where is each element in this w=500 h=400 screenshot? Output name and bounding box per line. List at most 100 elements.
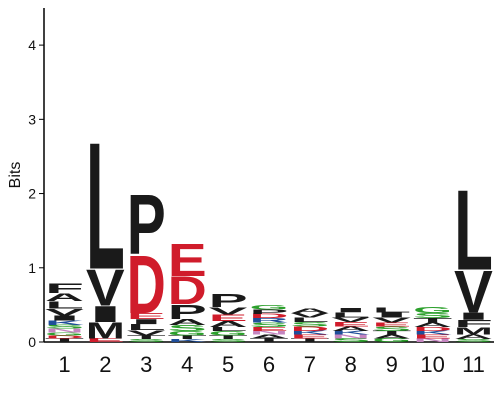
- logo-letter-v: V: [454, 257, 493, 325]
- logo-letter-i: I: [127, 318, 166, 326]
- logo-letter-a: A: [168, 318, 207, 327]
- logo-letter-i: I: [86, 302, 125, 327]
- logo-letter-s: S: [250, 321, 289, 328]
- logo-letter-t: T: [290, 337, 329, 343]
- logo-letter-d: D: [250, 313, 289, 320]
- logo-letter-p: P: [209, 291, 248, 312]
- logo-letter-v: V: [331, 316, 370, 323]
- logo-letter-t: T: [168, 334, 207, 340]
- logo-letter-a: A: [209, 320, 248, 329]
- logo-letter-s: S: [454, 338, 493, 343]
- logo-letter-a: A: [331, 325, 370, 332]
- logo-letter-k: K: [168, 338, 207, 343]
- logo-letter-f: F: [454, 318, 493, 330]
- logo-letter-v: V: [372, 316, 411, 324]
- logo-letter-l: L: [209, 326, 248, 332]
- x-tick-label: 6: [263, 352, 275, 377]
- logo-letter-e: E: [127, 311, 166, 320]
- logo-letter-l: L: [290, 316, 329, 323]
- logo-letter-e: E: [331, 321, 370, 328]
- logo-letter-a: A: [413, 322, 452, 329]
- logo-letter-n: N: [45, 328, 84, 334]
- logo-letter-d: D: [168, 269, 207, 313]
- logo-letter-t: T: [413, 317, 452, 324]
- logo-letter-n: N: [413, 337, 452, 343]
- logo-letter-a: A: [372, 334, 411, 340]
- logo-letter-a: A: [454, 334, 493, 341]
- logo-letter-k: K: [413, 330, 452, 336]
- logo-letter-e: E: [372, 322, 411, 328]
- logo-letter-t: T: [209, 334, 248, 340]
- logo-letter-l: L: [127, 323, 166, 332]
- logo-letter-d: D: [45, 335, 84, 340]
- logo-letter-l: L: [372, 306, 411, 314]
- logo-letter-v: V: [127, 329, 166, 337]
- logo-letter-g: G: [413, 305, 452, 314]
- x-tick-label: 7: [304, 352, 316, 377]
- y-tick-label: 1: [28, 260, 36, 276]
- logo-letter-i: I: [454, 310, 493, 322]
- logo-letter-s: S: [372, 325, 411, 332]
- logo-letter-s: S: [45, 324, 84, 330]
- logo-letter-k: K: [331, 330, 370, 336]
- logo-letter-l: L: [454, 166, 493, 294]
- logo-letters: TDGNSKIVLAFEMIVLSTVLIEDPKTGSAPDESTGLAEVP…: [45, 104, 493, 343]
- logo-letter-k: K: [290, 330, 329, 336]
- logo-letter-g: G: [372, 337, 411, 343]
- x-tick-label: 9: [386, 352, 398, 377]
- x-tick-label: 1: [58, 352, 70, 377]
- logo-letter-g: G: [168, 330, 207, 337]
- logo-letter-s: S: [290, 321, 329, 328]
- x-tick-label: 8: [345, 352, 357, 377]
- logo-letter-m: M: [454, 325, 493, 337]
- logo-letter-t: T: [372, 330, 411, 336]
- logo-letter-i: I: [372, 311, 411, 319]
- logo-letter-g: G: [45, 332, 84, 337]
- logo-letter-g: G: [250, 304, 289, 311]
- y-tick-label: 2: [28, 186, 36, 202]
- logo-letter-v: V: [290, 312, 329, 319]
- logo-letter-p: P: [127, 178, 166, 272]
- logo-letter-a: A: [45, 291, 84, 304]
- logo-letter-s: S: [127, 338, 166, 343]
- y-ticks: 0 1 2 3 4: [28, 37, 44, 350]
- logo-letter-t: T: [45, 337, 84, 343]
- logo-letter-m: M: [86, 318, 125, 343]
- logo-letter-s: S: [209, 338, 248, 343]
- logo-letter-t: T: [250, 337, 289, 343]
- logo-letter-e: E: [413, 334, 452, 340]
- y-axis-label: Bits: [7, 162, 24, 189]
- logo-letter-e: E: [86, 337, 125, 343]
- logo-letter-d: D: [413, 326, 452, 332]
- logo-letter-f: F: [45, 281, 84, 296]
- logo-letter-n: N: [250, 330, 289, 336]
- logo-letter-l: L: [86, 104, 125, 307]
- logo-letter-e: E: [290, 334, 329, 340]
- logo-letter-g: G: [209, 330, 248, 337]
- logo-letter-a: A: [250, 334, 289, 340]
- logo-letter-p: P: [168, 301, 207, 324]
- y-tick-label: 3: [28, 111, 36, 127]
- y-tick-label: 0: [28, 334, 36, 350]
- logo-letter-v: V: [209, 305, 248, 317]
- logo-letter-k: K: [45, 319, 84, 326]
- logo-letter-p: P: [250, 308, 289, 315]
- x-tick-label: 3: [140, 352, 152, 377]
- logo-letter-i: I: [331, 307, 370, 314]
- logo-letter-s: S: [413, 312, 452, 320]
- logo-letter-a: A: [290, 308, 329, 315]
- logo-letter-l: L: [331, 311, 370, 319]
- x-ticks: 1 2 3 4 5 6 7 8 9 10 11: [58, 352, 485, 377]
- x-tick-label: 2: [99, 352, 111, 377]
- logo-letter-e: E: [168, 234, 207, 286]
- logo-letter-s: S: [168, 323, 207, 332]
- logo-letter-r: R: [250, 317, 289, 324]
- logo-letter-n: N: [331, 334, 370, 340]
- logo-letter-l: L: [45, 299, 84, 311]
- x-tick-label: 11: [462, 352, 485, 377]
- x-tick-label: 10: [420, 352, 444, 377]
- x-tick-label: 5: [222, 352, 234, 377]
- logo-letter-i: I: [45, 314, 84, 322]
- logo-letter-d: D: [127, 238, 166, 330]
